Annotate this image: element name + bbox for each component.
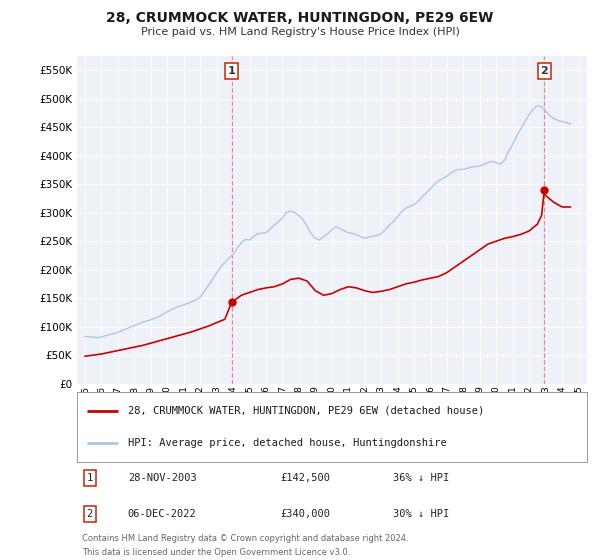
Text: £340,000: £340,000 [281,509,331,519]
Text: 30% ↓ HPI: 30% ↓ HPI [393,509,449,519]
Text: Price paid vs. HM Land Registry's House Price Index (HPI): Price paid vs. HM Land Registry's House … [140,27,460,38]
Text: 28, CRUMMOCK WATER, HUNTINGDON, PE29 6EW (detached house): 28, CRUMMOCK WATER, HUNTINGDON, PE29 6EW… [128,406,484,416]
Text: HPI: Average price, detached house, Huntingdonshire: HPI: Average price, detached house, Hunt… [128,438,446,448]
Text: 2: 2 [541,66,548,76]
Text: 36% ↓ HPI: 36% ↓ HPI [393,473,449,483]
Text: 1: 1 [228,66,235,76]
Text: 28, CRUMMOCK WATER, HUNTINGDON, PE29 6EW: 28, CRUMMOCK WATER, HUNTINGDON, PE29 6EW [106,11,494,25]
Text: 28-NOV-2003: 28-NOV-2003 [128,473,197,483]
Text: 1: 1 [86,473,92,483]
Text: This data is licensed under the Open Government Licence v3.0.: This data is licensed under the Open Gov… [82,548,350,557]
Text: 2: 2 [86,509,92,519]
Text: £142,500: £142,500 [281,473,331,483]
Text: 06-DEC-2022: 06-DEC-2022 [128,509,197,519]
Text: Contains HM Land Registry data © Crown copyright and database right 2024.: Contains HM Land Registry data © Crown c… [82,534,409,543]
